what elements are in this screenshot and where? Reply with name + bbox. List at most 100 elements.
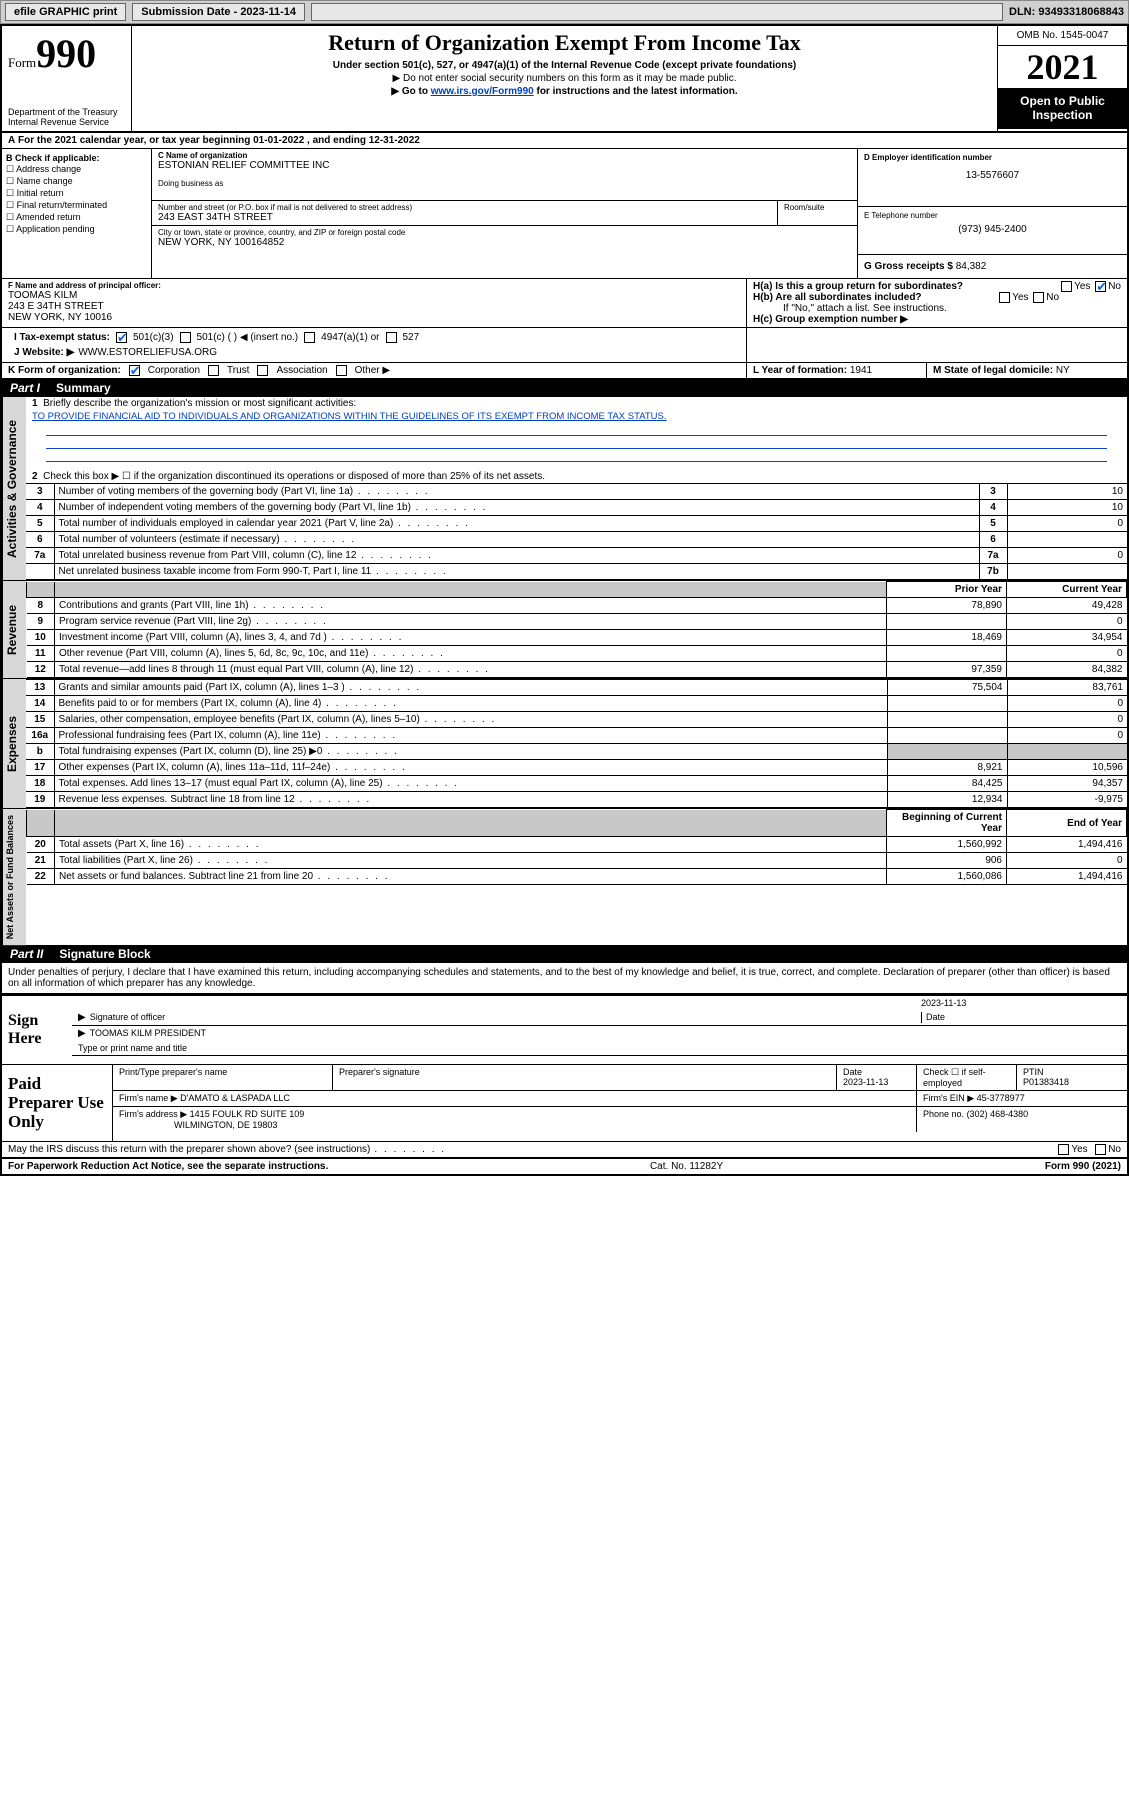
period-text-a: For the 2021 calendar year, or tax year … [18, 135, 253, 146]
sect-net: Net Assets or Fund Balances Beginning of… [2, 809, 1127, 945]
side-rev: Revenue [2, 581, 26, 678]
room-label: Room/suite [784, 203, 851, 212]
may-text: May the IRS discuss this return with the… [8, 1144, 370, 1155]
hdr-begin-year: Beginning of Current Year [887, 810, 1007, 837]
part1-title: Summary [56, 381, 111, 395]
toolbar-spacer [311, 3, 1003, 21]
addr-row: Number and street (or P.O. box if mail i… [152, 201, 857, 226]
officer-addr1: 243 E 34TH STREET [8, 301, 740, 312]
m-label: M State of legal domicile: [933, 365, 1053, 376]
i-label: I Tax-exempt status: [14, 332, 110, 343]
dln-label: DLN: 93493318068843 [1009, 6, 1124, 18]
table-row: 20Total assets (Part X, line 16)1,560,99… [27, 837, 1127, 853]
chk-final-return[interactable]: ☐ Final return/terminated [6, 200, 147, 211]
chk-application-pending[interactable]: ☐ Application pending [6, 224, 147, 235]
chk-501c[interactable] [180, 332, 191, 343]
hb-label: H(b) Are all subordinates included? [753, 292, 922, 303]
ag-row: 5Total number of individuals employed in… [26, 516, 1127, 532]
org-name-cell: C Name of organization ESTONIAN RELIEF C… [152, 149, 857, 201]
ag-row: 6Total number of volunteers (estimate if… [26, 532, 1127, 548]
table-row: 18Total expenses. Add lines 13–17 (must … [26, 776, 1127, 792]
ha-yes[interactable] [1061, 281, 1072, 292]
period-end: 12-31-2022 [369, 135, 420, 146]
chk-527[interactable] [386, 332, 397, 343]
firm-label: Firm's name ▶ [119, 1093, 178, 1103]
table-row: 16aProfessional fundraising fees (Part I… [26, 728, 1127, 744]
chk-assoc[interactable] [257, 365, 268, 376]
chk-initial-return[interactable]: ☐ Initial return [6, 188, 147, 199]
sign-date: 2023-11-13 [921, 998, 1121, 1008]
dept-treasury: Department of the Treasury [8, 107, 125, 117]
may-no[interactable] [1095, 1144, 1106, 1155]
table-row: 14Benefits paid to or for members (Part … [26, 696, 1127, 712]
table-row: 17Other expenses (Part IX, column (A), l… [26, 760, 1127, 776]
gross-label: G Gross receipts $ [864, 261, 953, 272]
city-value: NEW YORK, NY 100164852 [158, 237, 851, 248]
prep-date-hdr: Date [843, 1067, 862, 1077]
exp-table: 13Grants and similar amounts paid (Part … [26, 679, 1127, 808]
chk-501c3[interactable] [116, 332, 127, 343]
footer-right: Form 990 (2021) [1045, 1161, 1121, 1172]
footer-left: For Paperwork Reduction Act Notice, see … [8, 1161, 328, 1172]
chk-amended-return[interactable]: ☐ Amended return [6, 212, 147, 223]
form-note1: ▶ Do not enter social security numbers o… [140, 73, 989, 84]
firm-ein: 45-3778977 [977, 1093, 1025, 1103]
period-text-b: , and ending [307, 135, 369, 146]
hb-no[interactable] [1033, 292, 1044, 303]
officer-name: TOOMAS KILM [8, 290, 740, 301]
ha-no-l: No [1108, 281, 1121, 292]
mission-text: TO PROVIDE FINANCIAL AID TO INDIVIDUALS … [32, 411, 666, 422]
sect-rev: Revenue Prior Year Current Year 8Contrib… [2, 581, 1127, 679]
table-row: 9Program service revenue (Part VIII, lin… [27, 614, 1127, 630]
chk-other[interactable] [336, 365, 347, 376]
sig-officer-label: Signature of officer [90, 1012, 165, 1022]
irs-link[interactable]: www.irs.gov/Form990 [431, 86, 534, 97]
efile-button[interactable]: efile GRAPHIC print [5, 3, 126, 21]
efile-toolbar: efile GRAPHIC print Submission Date - 20… [0, 0, 1129, 24]
i-o4: 527 [403, 332, 420, 343]
firm-addr2: WILMINGTON, DE 19803 [174, 1120, 277, 1130]
officer-addr2: NEW YORK, NY 10016 [8, 312, 740, 323]
firm-ein-label: Firm's EIN ▶ [923, 1093, 974, 1103]
may-no-l: No [1108, 1144, 1121, 1155]
hb-yes[interactable] [999, 292, 1010, 303]
ag-row: 3Number of voting members of the governi… [26, 484, 1127, 500]
opt3: Final return/terminated [17, 200, 108, 210]
disclaimer-text: Under penalties of perjury, I declare th… [2, 963, 1127, 994]
klm-row: K Form of organization: Corporation Trus… [2, 363, 1127, 379]
table-row: 21Total liabilities (Part X, line 26)906… [27, 853, 1127, 869]
box-deg: D Employer identification number 13-5576… [857, 149, 1127, 278]
mission-line1 [46, 424, 1107, 436]
chk-trust[interactable] [208, 365, 219, 376]
website-value[interactable]: WWW.ESTORELIEFUSA.ORG [78, 347, 217, 358]
box-b-header: B Check if applicable: [6, 153, 147, 163]
period-a: A [8, 135, 15, 146]
prep-sig-hdr: Preparer's signature [333, 1065, 837, 1090]
form-title: Return of Organization Exempt From Incom… [140, 30, 989, 56]
part1-num: Part I [10, 381, 40, 395]
form-990-logo: Form990 [8, 30, 125, 77]
opt0: Address change [16, 164, 81, 174]
org-info-block: B Check if applicable: ☐ Address change … [2, 149, 1127, 278]
chk-name-change[interactable]: ☐ Name change [6, 176, 147, 187]
l1-text: Briefly describe the organization's miss… [43, 398, 356, 409]
k-o1: Corporation [148, 365, 200, 376]
may-yes-l: Yes [1071, 1144, 1087, 1155]
chk-4947[interactable] [304, 332, 315, 343]
hdr-current-year: Current Year [1007, 582, 1127, 598]
net-table: Beginning of Current Year End of Year 20… [26, 809, 1127, 885]
table-row: 8Contributions and grants (Part VIII, li… [27, 598, 1127, 614]
chk-address-change[interactable]: ☐ Address change [6, 164, 147, 175]
chk-corp[interactable] [129, 365, 140, 376]
dba-label: Doing business as [158, 179, 851, 188]
paid-block: Paid Preparer Use Only Print/Type prepar… [2, 1064, 1127, 1141]
j-label: J Website: ▶ [14, 347, 74, 358]
ha-no[interactable] [1095, 281, 1106, 292]
may-yes[interactable] [1058, 1144, 1069, 1155]
state-domicile: NY [1056, 365, 1070, 376]
k-o3: Association [276, 365, 327, 376]
side-net: Net Assets or Fund Balances [2, 809, 26, 945]
note2-pre: ▶ Go to [391, 86, 430, 97]
mission-line2 [46, 437, 1107, 449]
prep-selfemp: Check ☐ if self-employed [917, 1065, 1017, 1090]
